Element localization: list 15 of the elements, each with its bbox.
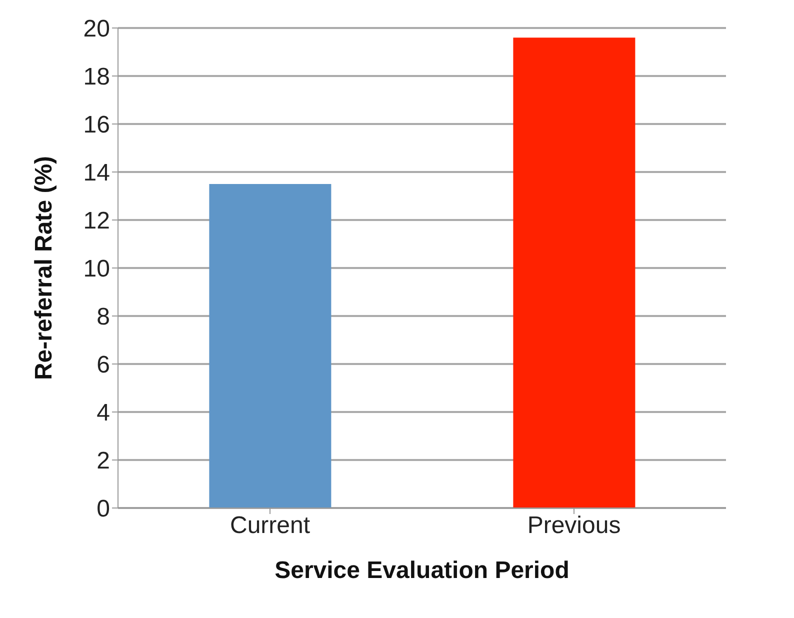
y-tick-label: 12	[83, 208, 110, 235]
y-tick-label: 8	[96, 304, 110, 331]
y-tick-label: 10	[83, 256, 110, 283]
y-tick-label: 16	[83, 112, 110, 139]
x-tick-label: Previous	[527, 512, 621, 540]
y-tick-label: 4	[96, 400, 110, 427]
x-axis-title: Service Evaluation Period	[274, 557, 570, 584]
y-tick-label: 2	[96, 448, 110, 475]
y-tick-label: 18	[83, 64, 110, 91]
y-tick-label: 14	[83, 160, 110, 187]
y-tick-label: 0	[96, 496, 110, 523]
y-tick-label: 20	[83, 16, 110, 43]
y-tick-label: 6	[96, 352, 110, 379]
y-axis-title: Re-referral Rate (%)	[30, 156, 58, 380]
x-tick-label: Current	[230, 512, 310, 540]
